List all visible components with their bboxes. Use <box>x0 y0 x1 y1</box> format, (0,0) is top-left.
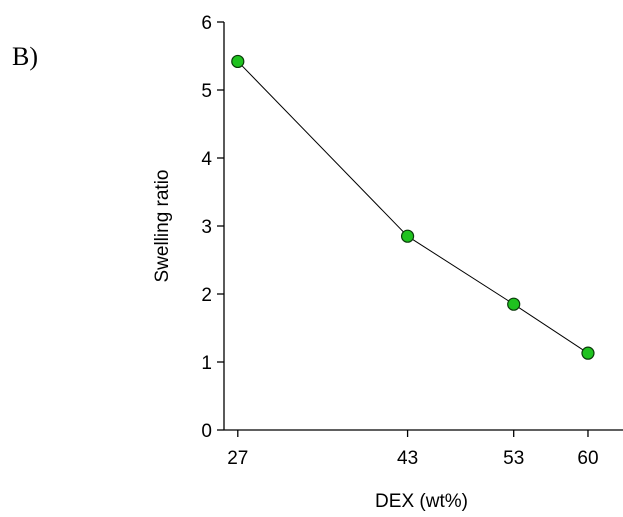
data-point <box>581 346 595 360</box>
x-tick-label: 60 <box>577 448 598 469</box>
y-tick-label: 0 <box>201 421 212 442</box>
panel-label: B) <box>12 42 38 71</box>
y-tick-label: 6 <box>201 13 212 34</box>
y-tick-label: 1 <box>201 353 212 374</box>
x-tick-label: 43 <box>397 448 418 469</box>
series <box>231 54 595 360</box>
x-ticks: 27 43 53 60 <box>227 430 599 469</box>
y-tick-label: 4 <box>201 149 212 170</box>
data-point <box>507 297 521 311</box>
axes <box>223 22 623 431</box>
series-line <box>237 61 589 354</box>
y-tick-label: 2 <box>201 285 212 306</box>
y-axis-title: Swelling ratio <box>152 170 173 283</box>
x-axis-title: DEX (wt%) <box>375 491 468 512</box>
x-tick-label: 53 <box>503 448 524 469</box>
x-tick-label: 27 <box>227 448 248 469</box>
data-point <box>400 229 415 243</box>
y-tick-label: 5 <box>201 81 212 102</box>
data-point <box>231 54 245 69</box>
y-tick-label: 3 <box>201 217 212 238</box>
y-ticks: 0 1 2 3 4 5 6 <box>201 13 224 442</box>
